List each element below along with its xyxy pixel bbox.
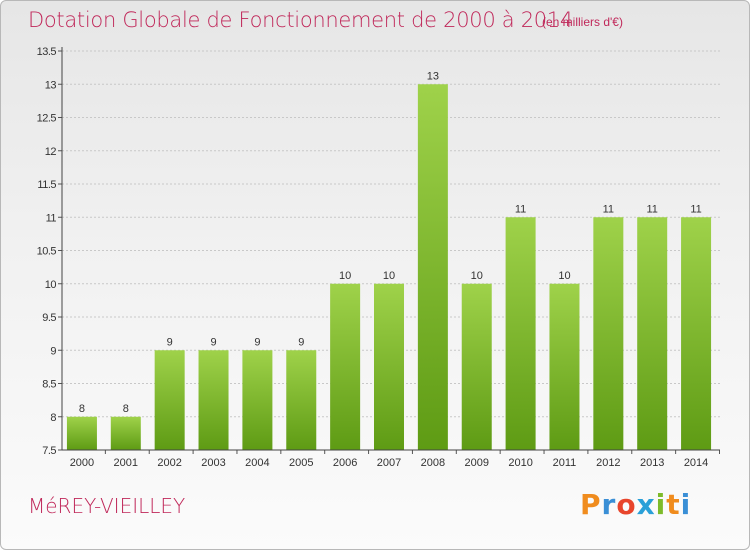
logo-letter: o <box>616 488 637 521</box>
proxiti-logo[interactable]: Proxiti <box>580 488 691 521</box>
y-tick-label: 8.5 <box>42 379 56 391</box>
place-name: MéREY-VIEILLEY <box>28 494 186 518</box>
x-tick-label: 2008 <box>421 457 445 469</box>
bar-value-label: 11 <box>646 203 657 215</box>
bar-value-label: 9 <box>298 336 304 348</box>
bar <box>549 283 580 450</box>
bar <box>593 217 624 450</box>
x-tick-label: 2005 <box>289 457 313 469</box>
bar-value-label: 10 <box>558 270 570 282</box>
bar <box>110 416 141 450</box>
x-tick-label: 2009 <box>464 457 488 469</box>
x-tick-label: 2003 <box>201 457 225 469</box>
bar-value-label: 10 <box>471 270 483 282</box>
y-tick-label: 9.5 <box>42 312 56 324</box>
bars <box>66 84 712 450</box>
bar <box>154 350 185 450</box>
y-tick-label: 10 <box>45 279 57 291</box>
axes <box>58 47 720 454</box>
x-tick-label: 2002 <box>157 457 181 469</box>
x-tick-label: 2013 <box>640 457 664 469</box>
x-tick-label: 2010 <box>508 457 532 469</box>
y-tick-label: 13 <box>45 79 57 91</box>
x-tick-label: 2004 <box>245 457 269 469</box>
y-tick-label: 12.5 <box>37 113 57 125</box>
bar <box>417 84 448 450</box>
bar <box>637 217 668 450</box>
bar-value-label: 8 <box>123 403 129 415</box>
bar <box>461 283 492 450</box>
y-tick-label: 8 <box>50 412 56 424</box>
bar <box>198 350 229 450</box>
bar-value-label: 9 <box>167 336 173 348</box>
x-tick-label: 2000 <box>70 457 94 469</box>
labels: 7.5 8 8.5 9 9.5 10 10.5 11 11.5 12 12.5 13 13.5 8 2000… <box>37 46 709 469</box>
y-tick-label: 12 <box>45 146 57 158</box>
bar-value-label: 10 <box>339 270 351 282</box>
logo-letter: x <box>636 488 656 521</box>
bar-value-label: 13 <box>427 70 439 82</box>
x-tick-label: 2006 <box>333 457 357 469</box>
y-tick-label: 10.5 <box>37 246 57 258</box>
logo-letter: t <box>666 488 681 521</box>
bar <box>242 350 273 450</box>
logo-letter: i <box>655 488 667 521</box>
bar-value-label: 9 <box>210 336 216 348</box>
bar-value-label: 11 <box>515 203 526 215</box>
bar <box>374 283 404 450</box>
x-tick-label: 2011 <box>553 457 577 469</box>
y-tick-label: 13.5 <box>37 46 57 58</box>
y-tick-label: 11 <box>46 212 57 224</box>
bar <box>330 283 361 450</box>
x-tick-label: 2014 <box>684 457 708 469</box>
chart-title: Dotation Globale de Fonctionnement de 20… <box>28 8 573 32</box>
bar <box>286 350 317 450</box>
x-tick-label: 2001 <box>114 457 138 469</box>
x-tick-label: 2012 <box>596 457 620 469</box>
bar-value-label: 11 <box>603 203 614 215</box>
bar-value-label: 9 <box>254 336 260 348</box>
bar <box>66 416 97 450</box>
x-tick-label: 2007 <box>377 457 401 469</box>
bar <box>681 217 712 450</box>
y-tick-label: 7.5 <box>42 445 56 457</box>
bar-value-label: 8 <box>79 403 85 415</box>
y-tick-label: 11.5 <box>37 179 56 191</box>
y-tick-label: 9 <box>50 345 56 357</box>
bar-value-label: 10 <box>383 270 395 282</box>
logo-letter: i <box>680 488 692 521</box>
logo-letter: P <box>580 488 602 521</box>
bar <box>505 217 536 450</box>
bar-value-label: 11 <box>690 203 701 215</box>
chart-unit: (en milliers d'€) <box>542 15 623 29</box>
logo-letter: r <box>601 488 617 521</box>
